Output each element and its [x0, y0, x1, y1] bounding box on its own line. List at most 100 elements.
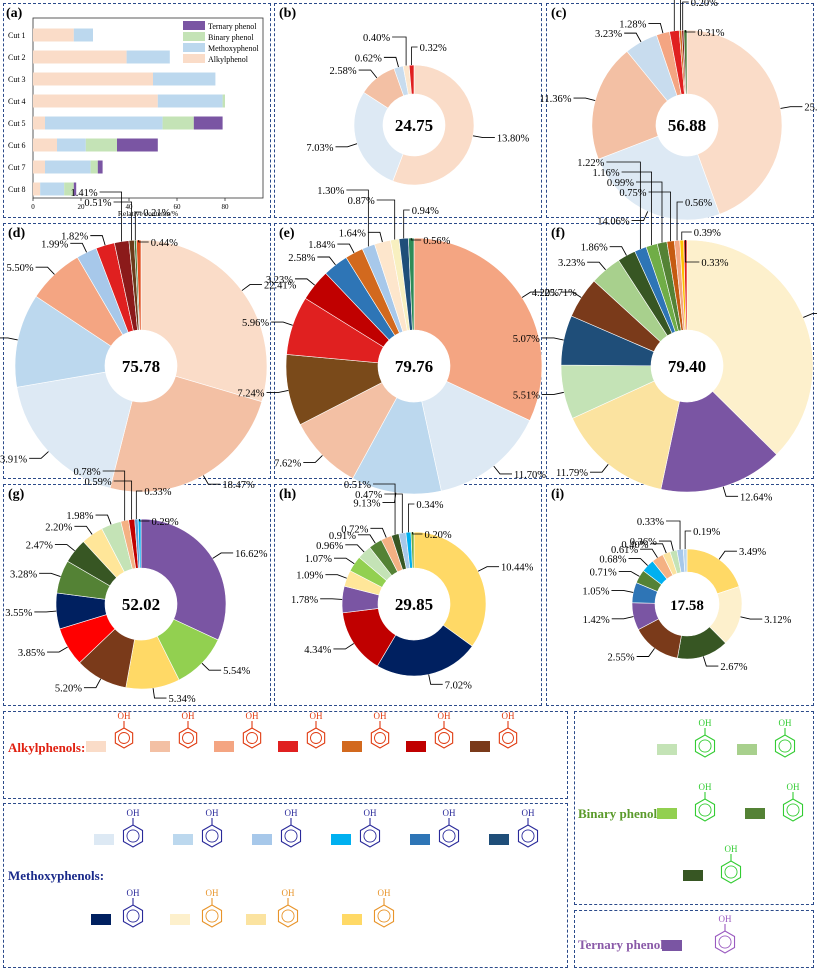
- slice-label: 1.99%: [41, 239, 68, 250]
- category-label: Cut 2: [8, 53, 26, 62]
- slice-label: 2.55%: [608, 652, 635, 663]
- leader-line: [35, 266, 55, 275]
- donut-slice: [413, 531, 487, 647]
- slice-label: 0.68%: [599, 555, 626, 566]
- leader-line: [135, 490, 143, 520]
- leader-line: [673, 0, 675, 31]
- slice-label: 1.98%: [66, 511, 93, 522]
- bar-segment: [33, 72, 153, 86]
- slice-label: 0.91%: [329, 531, 356, 542]
- legend-ternary-title: Ternary phenols:: [578, 937, 674, 952]
- leader-line: [640, 548, 658, 558]
- legend-entry: Methoxyphenol: [208, 44, 259, 53]
- donut-chart-i: 3.49% 3.12% 2.67% 2.55% 1.42% 1.05% 0.71%0.68%…: [582, 517, 791, 673]
- slice-label: 11.79%: [556, 468, 588, 479]
- leader-line: [635, 181, 663, 243]
- leader-line: [74, 525, 93, 535]
- slice-label: 11.36%: [540, 94, 572, 105]
- slice-label: 0.51%: [344, 480, 371, 491]
- leader-line: [618, 570, 640, 577]
- slice-label: 1.64%: [339, 228, 366, 239]
- slice-label: 5.34%: [168, 694, 195, 705]
- bar-segment: [162, 116, 194, 130]
- slice-label: 3.23%: [558, 258, 585, 269]
- slice-label: 0.33%: [144, 487, 171, 498]
- donut-slice: [686, 548, 740, 595]
- leader-line: [241, 284, 262, 291]
- bar-segment: [33, 160, 45, 174]
- slice-label: 3.49%: [739, 547, 766, 558]
- donut-slice: [16, 371, 133, 489]
- panel-i-label: (i): [551, 487, 565, 502]
- category-label: Cut 5: [8, 119, 26, 128]
- slice-label: 5.54%: [223, 666, 250, 677]
- slice-label: 3.23%: [595, 29, 622, 40]
- donut-slice: [421, 380, 531, 492]
- category-label: Cut 8: [8, 185, 26, 194]
- leader-line: [113, 480, 133, 520]
- slice-label: 0.21%: [143, 208, 170, 219]
- leader-line: [542, 391, 564, 395]
- slice-label: 25.27%: [804, 103, 817, 114]
- leader-line: [337, 243, 355, 254]
- legend-binary-title: Binary phenols:: [578, 806, 667, 821]
- leader-line: [34, 610, 57, 613]
- slice-label: 4.34%: [304, 645, 331, 656]
- leader-line: [428, 674, 443, 685]
- slice-label: 0.56%: [685, 198, 712, 209]
- bar-segment: [33, 50, 127, 64]
- center-total: 75.78: [122, 357, 160, 376]
- leader-line: [383, 56, 399, 68]
- slice-label: 0.51%: [84, 198, 111, 209]
- slice-label: 3.55%: [5, 608, 32, 619]
- bar-segment: [153, 72, 216, 86]
- slice-label: 3.12%: [764, 615, 791, 626]
- slice-label: 0.61%: [611, 545, 638, 556]
- panel-b: (b): [274, 3, 542, 218]
- slice-label: 1.84%: [308, 240, 335, 251]
- donut-slice: [376, 624, 473, 677]
- slice-label: 0.36%: [630, 537, 657, 548]
- center-total: 24.75: [395, 116, 433, 135]
- leader-line: [676, 201, 684, 241]
- legend-binary-panel: [574, 711, 814, 905]
- bar-segment: [117, 138, 158, 152]
- center-total: 79.76: [395, 357, 433, 376]
- leader-line: [803, 313, 817, 318]
- slice-label: 2.67%: [720, 662, 747, 673]
- slice-label: 0.71%: [590, 567, 617, 578]
- slice-label: 4.20%: [532, 288, 559, 299]
- leader-line: [271, 321, 293, 326]
- leader-line: [411, 46, 418, 66]
- leader-line: [47, 646, 68, 653]
- panel-a-label: (a): [6, 6, 23, 21]
- leader-line: [609, 246, 627, 256]
- slice-label: 0.29%: [152, 517, 179, 528]
- leader-line: [493, 465, 512, 475]
- leader-line: [266, 390, 289, 393]
- donut-slice: [408, 64, 415, 95]
- leader-line: [611, 616, 634, 620]
- leader-line: [684, 240, 700, 263]
- leader-line: [621, 171, 652, 246]
- leader-line: [624, 32, 642, 43]
- slice-label: 0.32%: [420, 43, 447, 54]
- plot-frame-a: [32, 17, 264, 199]
- donut-slice: [660, 390, 778, 493]
- panel-a: [3, 3, 271, 218]
- x-tick-label: 80: [222, 203, 230, 211]
- leader-line: [95, 514, 112, 525]
- slice-label: 1.09%: [296, 571, 323, 582]
- slice-label: 1.05%: [582, 586, 609, 597]
- leader-line: [334, 557, 355, 565]
- legend-swatch: [183, 43, 205, 52]
- slice-label: 0.75%: [619, 188, 646, 199]
- slice-label: 14.06%: [597, 217, 630, 228]
- legend-swatch: [183, 32, 205, 41]
- slice-label: 0.39%: [694, 228, 721, 239]
- leader-line: [373, 483, 396, 535]
- slice-label: 7.02%: [445, 680, 472, 691]
- slice-label: 7.62%: [274, 458, 301, 469]
- panel-d-label: (d): [8, 226, 26, 241]
- x-tick-label: 40: [126, 203, 134, 211]
